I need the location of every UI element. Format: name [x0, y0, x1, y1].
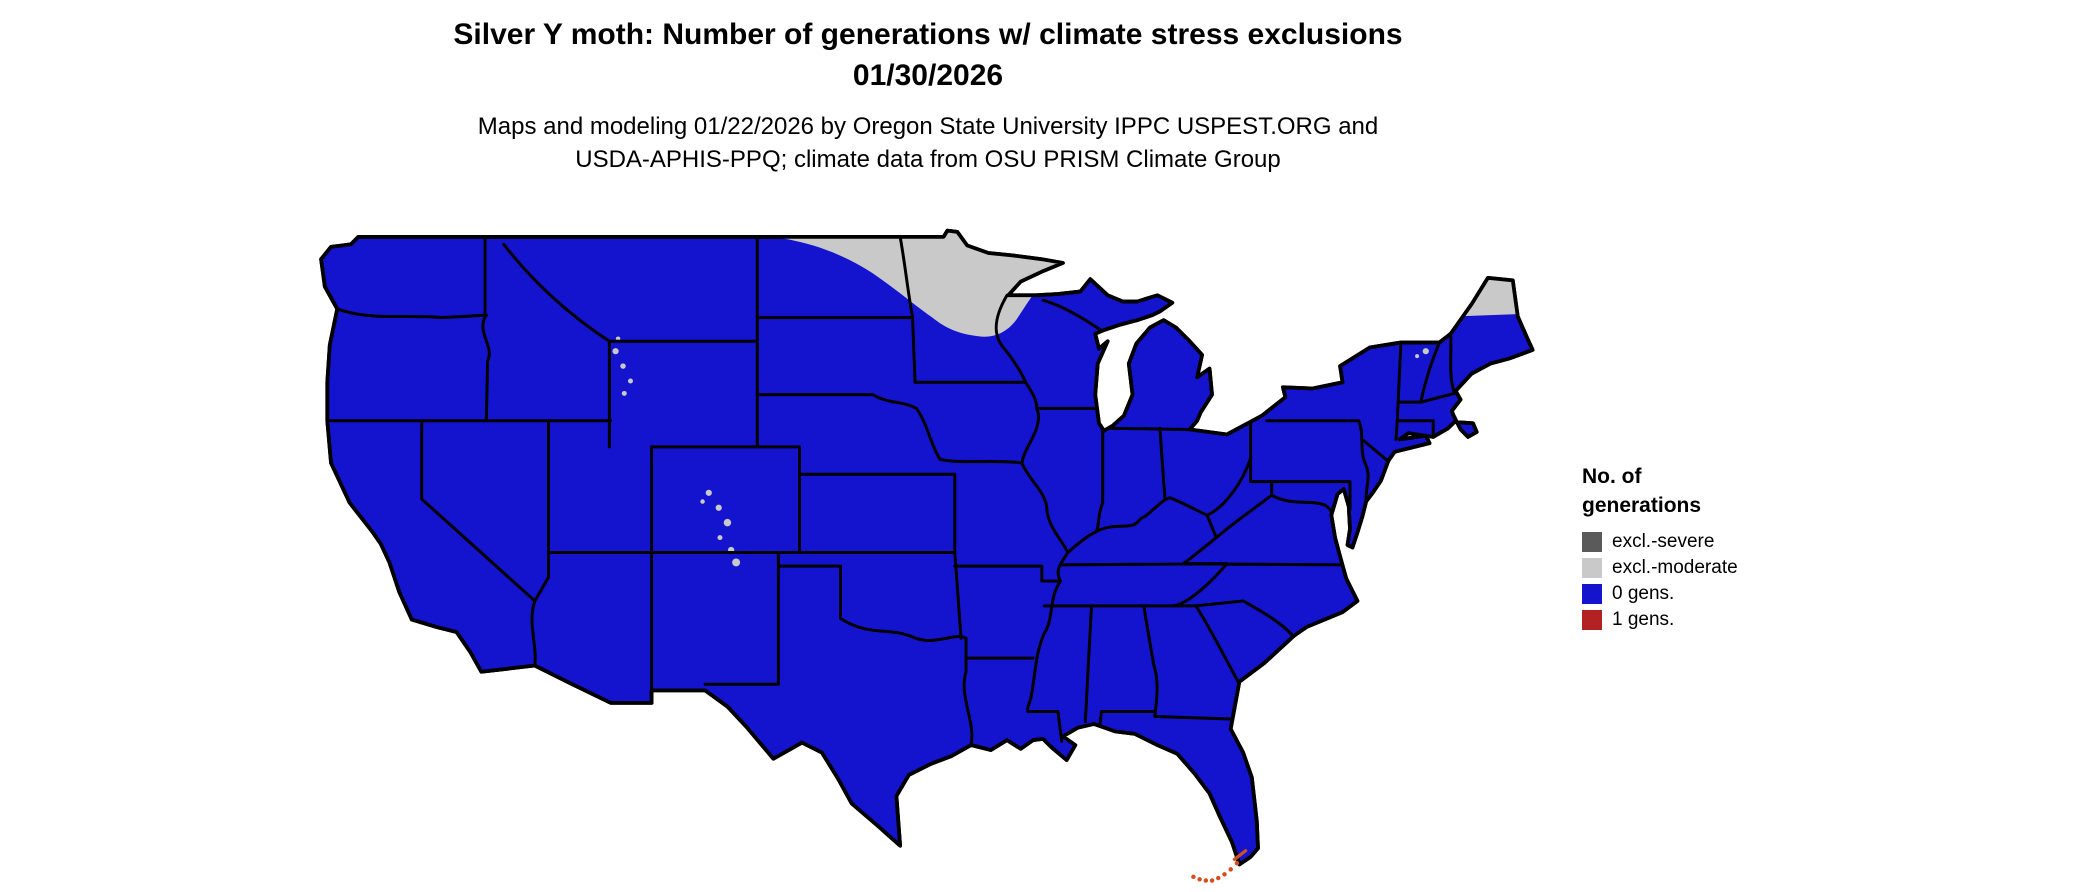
- title-date: 01/30/2026: [852, 59, 1004, 92]
- legend-swatch-excl-moderate: [1582, 558, 1602, 578]
- title-line1: Silver Y moth: Number of generations w/ …: [453, 18, 1403, 51]
- legend-title: No. of generations: [1582, 465, 1702, 517]
- legend-item-excl-moderate: excl.-moderate: [1582, 555, 1738, 581]
- legend-swatch-1-gens: [1582, 610, 1602, 630]
- subtitle-line1: Maps and modeling 01/22/2026 by Oregon S…: [477, 113, 1379, 140]
- excl-moderate-region-rockies: [612, 336, 741, 567]
- us-map: [310, 212, 1540, 888]
- legend-item-excl-severe: excl.-severe: [1582, 529, 1738, 555]
- legend-label: excl.-moderate: [1612, 557, 1738, 578]
- state-borders: [325, 235, 1456, 747]
- page-title: Silver Y moth: Number of generations w/ …: [0, 14, 1856, 96]
- one-gen-region-florida-keys: [1191, 849, 1248, 883]
- legend-item-1-gens: 1 gens.: [1582, 607, 1738, 633]
- us-map-svg: [319, 228, 1535, 883]
- page-subtitle: Maps and modeling 01/22/2026 by Oregon S…: [0, 110, 1856, 176]
- subtitle-line2: USDA-APHIS-PPQ; climate data from OSU PR…: [575, 146, 1281, 173]
- legend-label: 1 gens.: [1612, 609, 1675, 630]
- legend-swatch-0-gens: [1582, 584, 1602, 604]
- figure-header: Silver Y moth: Number of generations w/ …: [0, 14, 1856, 176]
- legend-label: excl.-severe: [1612, 531, 1715, 552]
- excl-moderate-region-white-mountains: [1415, 348, 1429, 359]
- legend: No. of generations excl.-severe excl.-mod…: [1582, 462, 1738, 633]
- legend-label: 0 gens.: [1612, 583, 1675, 604]
- legend-swatch-excl-severe: [1582, 532, 1602, 552]
- legend-item-0-gens: 0 gens.: [1582, 581, 1738, 607]
